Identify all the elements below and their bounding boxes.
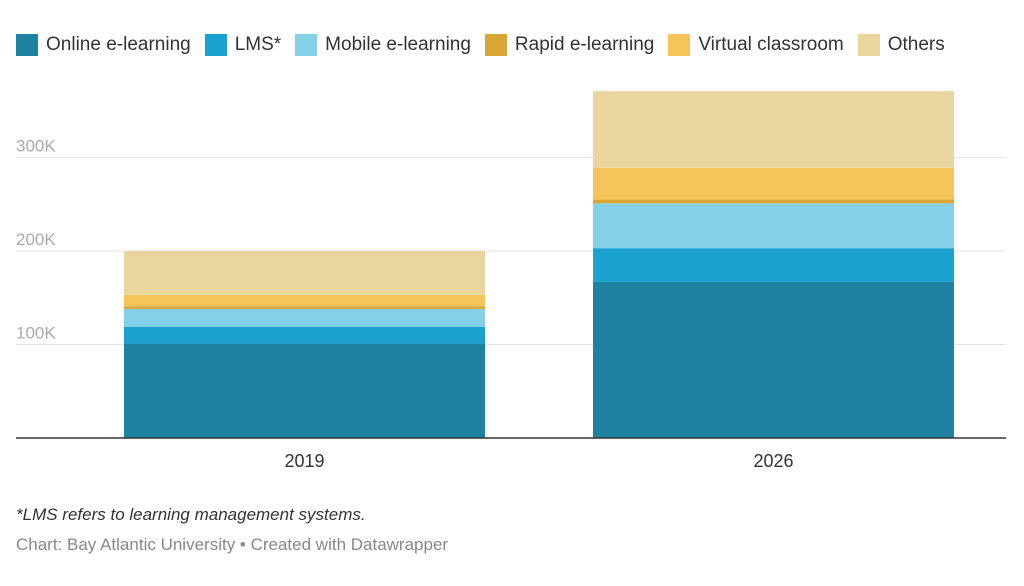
legend-item: Others (857, 34, 945, 56)
legend-label: Others (887, 34, 945, 55)
bar-segment-rapid-e-learning (593, 199, 954, 204)
footnote: *LMS refers to learning management syste… (16, 505, 366, 524)
legend-swatch (295, 34, 318, 56)
bar-segment-virtual-classroom (124, 294, 485, 307)
legend-item: Rapid e-learning (484, 34, 655, 56)
legend-item: LMS* (204, 34, 282, 56)
bar-segment-online-e-learning (593, 281, 954, 438)
x-tick-label: 2026 (753, 451, 793, 471)
legend: Online e-learning LMS* Mobile e-learning Ra… (16, 34, 959, 56)
bar-segment-lms- (124, 326, 485, 344)
bar-segment-mobile-e-learning (593, 203, 954, 249)
bar-segment-mobile-e-learning (124, 308, 485, 327)
x-tick-label: 2019 (284, 451, 324, 471)
bar-segment-virtual-classroom (593, 167, 954, 200)
source-credit: Chart: Bay Atlantic University • Created… (16, 535, 449, 554)
y-tick-label: 300K (16, 137, 56, 156)
bar-segment-online-e-learning (124, 343, 485, 438)
legend-swatch (484, 34, 507, 56)
y-tick-label: 100K (16, 324, 56, 343)
legend-swatch (668, 34, 691, 56)
legend-swatch (16, 34, 38, 56)
legend-label: Virtual classroom (698, 34, 844, 55)
legend-item: Virtual classroom (668, 34, 844, 56)
bar-segment-others (124, 251, 485, 295)
legend-item: Mobile e-learning (295, 34, 471, 56)
legend-swatch (857, 34, 880, 56)
legend-label: Rapid e-learning (514, 34, 655, 55)
bar-segment-rapid-e-learning (124, 306, 485, 309)
legend-swatch (204, 34, 227, 56)
bar-segment-others (593, 91, 954, 168)
y-tick-label: 200K (16, 230, 56, 249)
legend-item: Online e-learning (16, 34, 191, 56)
legend-label: Mobile e-learning (325, 34, 471, 55)
legend-label: Online e-learning (46, 34, 191, 55)
bar-segment-lms- (593, 248, 954, 282)
legend-label: LMS* (234, 34, 282, 55)
